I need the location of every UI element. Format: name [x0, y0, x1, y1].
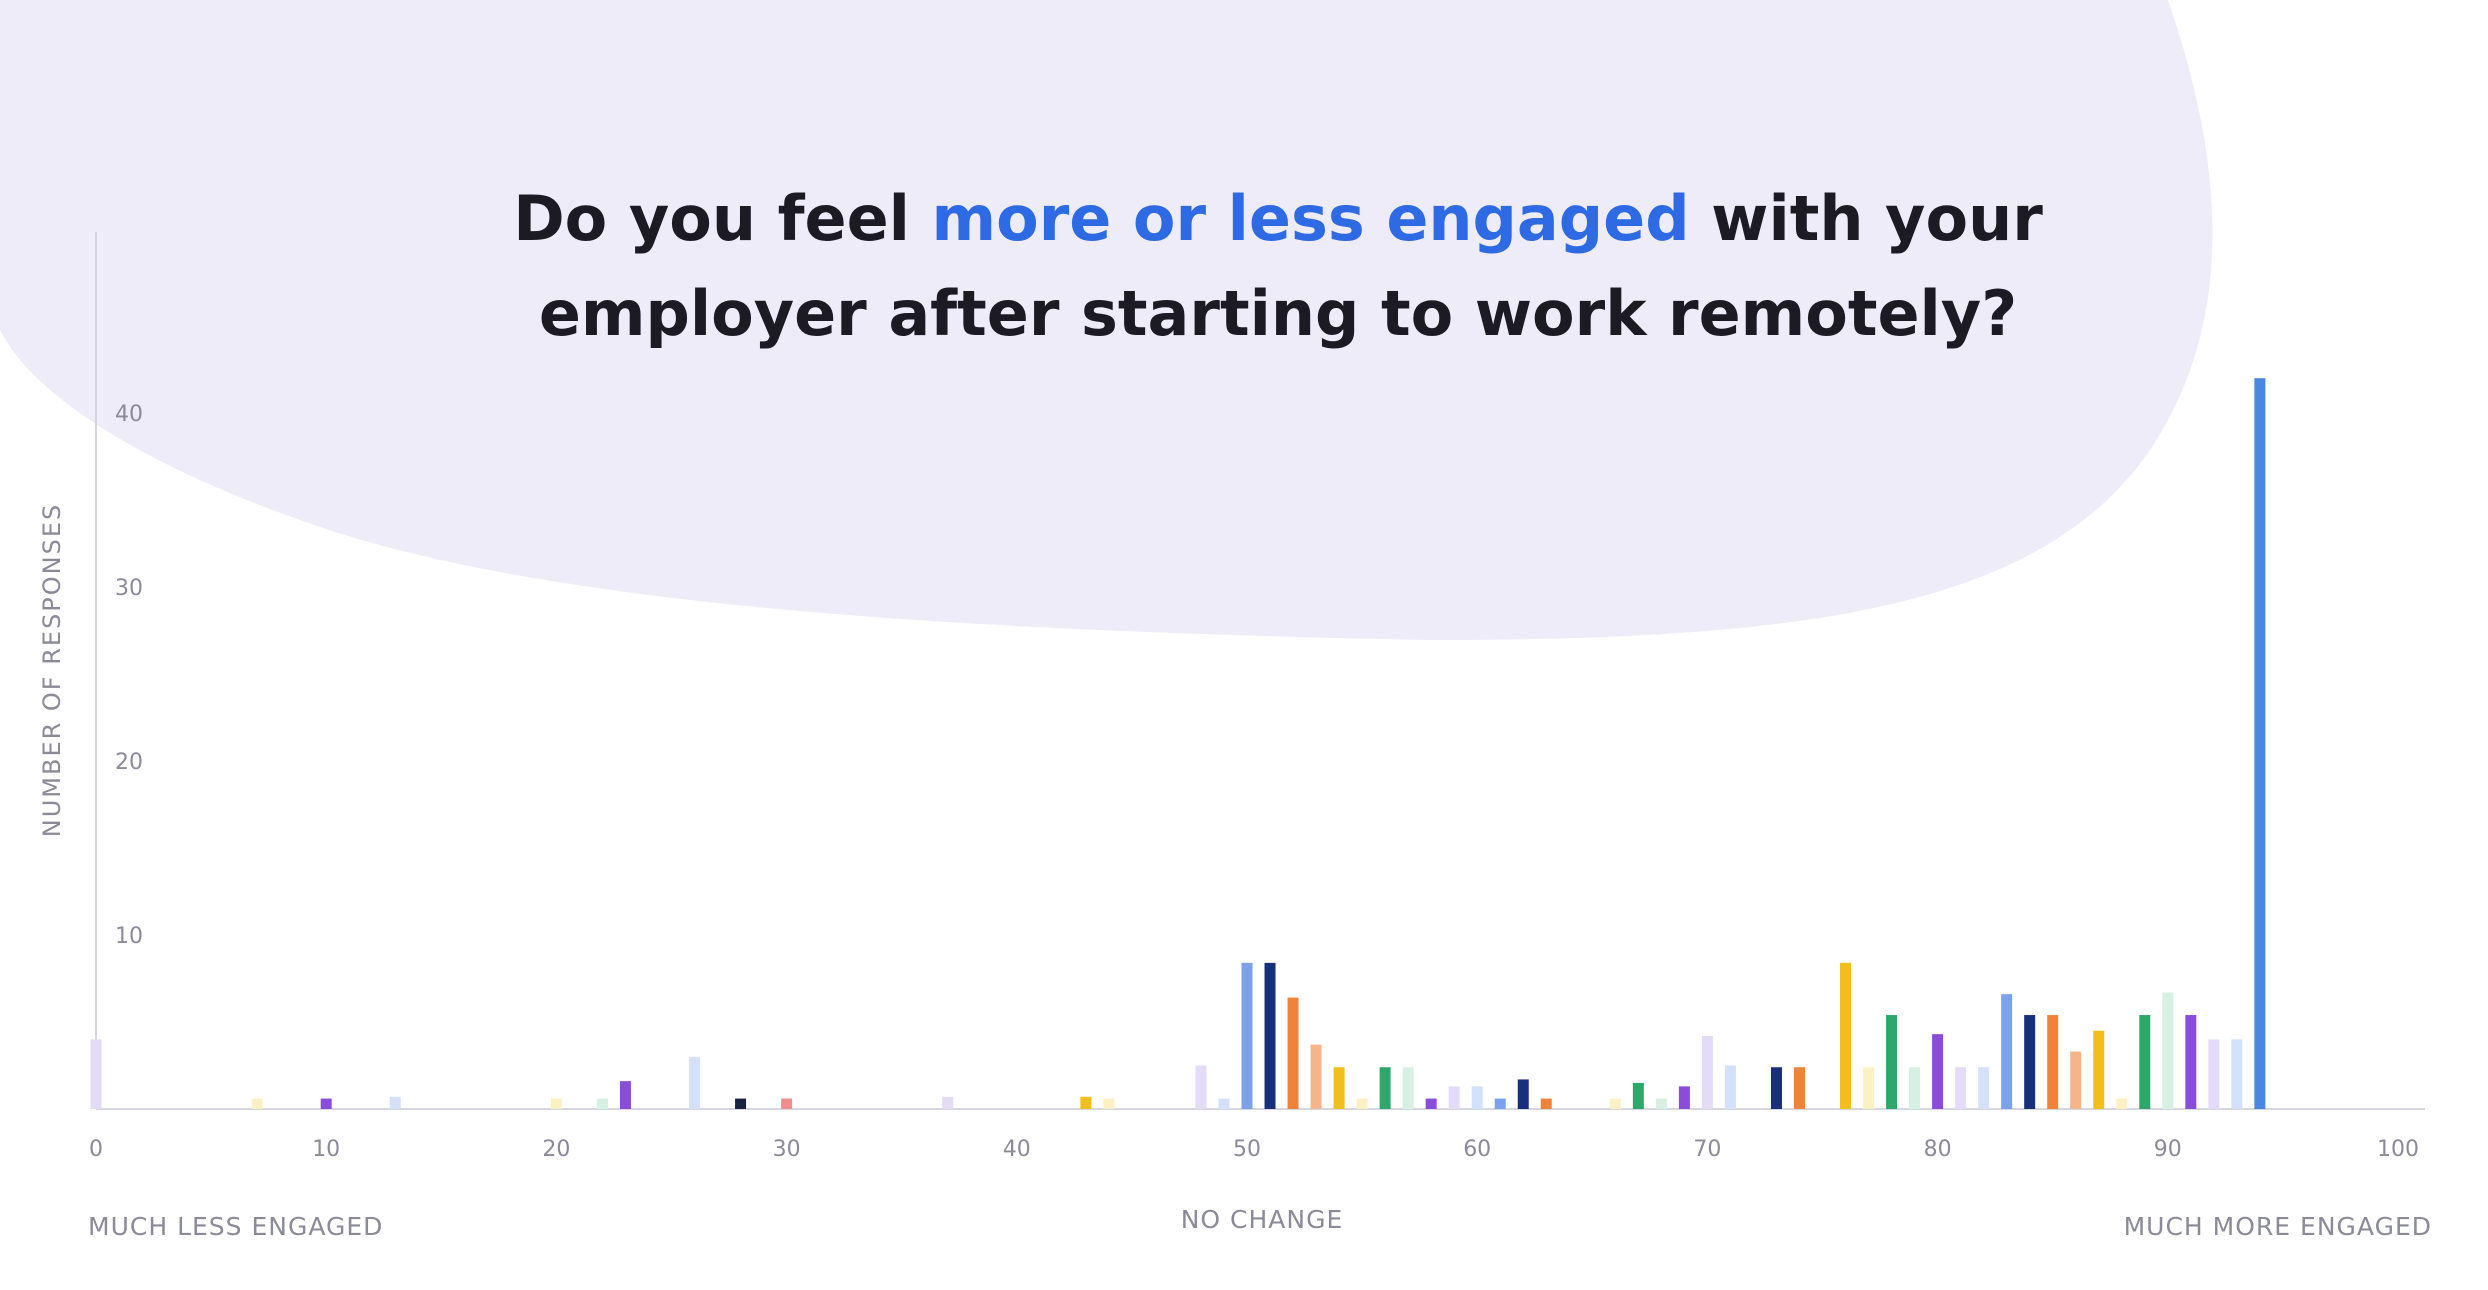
title-highlight: more or less engaged — [932, 182, 1690, 255]
bar — [1333, 1067, 1345, 1109]
bar — [1724, 1065, 1736, 1109]
bar — [1448, 1086, 1460, 1109]
y-tick-label: 10 — [115, 924, 143, 949]
bar — [689, 1056, 701, 1109]
chart-title-line-1: Do you feel more or less engaged with yo… — [513, 182, 2043, 255]
bar — [90, 1039, 102, 1109]
annotation-much-less-engaged: MUCH LESS ENGAGED — [88, 1212, 383, 1241]
bar — [1770, 1067, 1782, 1109]
y-tick-label: 30 — [115, 576, 143, 601]
bar — [1886, 1015, 1898, 1109]
bar — [2047, 1015, 2059, 1109]
bars — [90, 378, 2266, 1109]
bar — [2070, 1051, 2082, 1109]
bar — [1379, 1067, 1391, 1109]
bar — [1080, 1096, 1092, 1109]
x-tick-label: 70 — [1693, 1137, 1721, 1162]
bar — [1955, 1067, 1967, 1109]
bar — [942, 1096, 954, 1109]
bar — [1932, 1034, 1944, 1109]
bar — [2093, 1030, 2105, 1109]
bar — [1287, 997, 1299, 1109]
annotation-no-change: NO CHANGE — [1181, 1205, 1344, 1234]
bar — [2231, 1039, 2243, 1109]
x-tick-label: 20 — [542, 1137, 570, 1162]
background-blob — [0, 0, 2213, 640]
bar — [2001, 994, 2013, 1109]
bar — [596, 1098, 608, 1109]
bar — [735, 1098, 747, 1109]
bar — [2162, 992, 2174, 1109]
bar — [1218, 1098, 1230, 1109]
bar — [1264, 962, 1276, 1109]
bar — [389, 1096, 401, 1109]
bar — [320, 1098, 332, 1109]
bar — [1678, 1086, 1690, 1109]
bar — [2185, 1015, 2197, 1109]
bar — [619, 1081, 631, 1109]
x-tick-label: 50 — [1233, 1137, 1261, 1162]
bar — [1195, 1065, 1207, 1109]
bar — [1103, 1098, 1115, 1109]
x-tick-labels: 0 10 20 30 40 50 60 70 80 90 100 — [89, 1137, 2419, 1162]
bar — [781, 1098, 793, 1109]
bar — [2116, 1098, 2128, 1109]
bar — [1978, 1067, 1990, 1109]
bar — [2254, 378, 2266, 1109]
bar — [1655, 1098, 1667, 1109]
bar — [2024, 1015, 2036, 1109]
bar — [1241, 962, 1253, 1109]
bar — [1840, 962, 1852, 1109]
bar — [1540, 1098, 1552, 1109]
annotation-much-more-engaged: MUCH MORE ENGAGED — [2124, 1212, 2432, 1241]
bar — [1863, 1067, 1875, 1109]
bar — [1909, 1067, 1921, 1109]
bar — [1793, 1067, 1805, 1109]
bar — [1471, 1086, 1483, 1109]
bar — [1494, 1098, 1506, 1109]
x-tick-label: 60 — [1463, 1137, 1491, 1162]
bar — [1425, 1098, 1437, 1109]
x-tick-label: 90 — [2154, 1137, 2182, 1162]
y-tick-labels: 10 20 30 40 — [115, 402, 143, 949]
bar — [2208, 1039, 2220, 1109]
x-tick-label: 100 — [2377, 1137, 2419, 1162]
bar — [1701, 1035, 1713, 1109]
x-tick-label: 40 — [1003, 1137, 1031, 1162]
y-tick-label: 20 — [115, 750, 143, 775]
bar — [1310, 1044, 1322, 1109]
y-axis-label: NUMBER OF RESPONSES — [38, 503, 66, 838]
bar — [1609, 1098, 1621, 1109]
bar — [2139, 1015, 2151, 1109]
y-tick-label: 40 — [115, 402, 143, 427]
x-tick-label: 80 — [1924, 1137, 1952, 1162]
bar — [1356, 1098, 1368, 1109]
bar — [1517, 1079, 1529, 1109]
bar — [1402, 1067, 1414, 1109]
x-tick-label: 0 — [89, 1137, 103, 1162]
x-tick-label: 30 — [773, 1137, 801, 1162]
bar — [550, 1098, 562, 1109]
x-tick-label: 10 — [312, 1137, 340, 1162]
bar — [251, 1098, 263, 1109]
chart-title-line-2: employer after starting to work remotely… — [539, 277, 2017, 350]
bar — [1632, 1082, 1644, 1109]
